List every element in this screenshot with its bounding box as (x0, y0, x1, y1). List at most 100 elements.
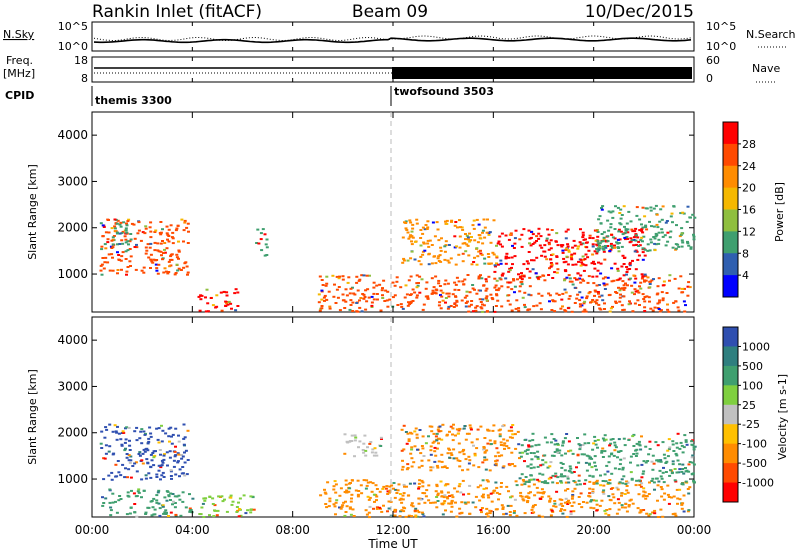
velocity-cell (163, 496, 167, 499)
power-cell (101, 235, 105, 238)
power-cell (602, 238, 606, 241)
velocity-cell (155, 427, 159, 430)
velocity-cell (549, 508, 553, 511)
velocity-cell (237, 508, 241, 510)
velocity-cell (609, 438, 613, 441)
power-cell (322, 296, 326, 299)
power-cell (537, 227, 541, 230)
power-cell (603, 276, 607, 279)
velocity-cell (674, 452, 678, 455)
power-cell (630, 239, 634, 242)
power-cell (671, 221, 674, 224)
velocity-cell (177, 440, 181, 443)
velocity-cell (508, 464, 512, 467)
velocity-cell (413, 482, 417, 485)
power-cell (658, 220, 662, 223)
power-cell (679, 233, 683, 236)
power-cell (141, 231, 145, 234)
power-cell (641, 275, 645, 278)
power-cell (122, 221, 126, 224)
velocity-cell (183, 451, 186, 454)
power-cell (116, 243, 119, 246)
velocity-cell (549, 461, 553, 464)
velocity-cell (593, 461, 597, 464)
power-cell (386, 290, 390, 293)
power-cell (593, 250, 597, 253)
x-tick-label: 20:00 (576, 523, 611, 537)
power-cell (578, 241, 582, 244)
velocity-cell (134, 495, 138, 498)
power-colorbar-swatch (723, 209, 738, 232)
power-cell (652, 236, 656, 238)
power-cell (633, 293, 636, 296)
velocity-cell (675, 454, 679, 457)
velocity-cell (404, 515, 408, 518)
velocity-colorbar-swatch (723, 443, 738, 464)
power-cell (418, 275, 422, 278)
power-cell (514, 307, 518, 310)
velocity-cell (364, 454, 368, 457)
power-cell (381, 287, 384, 290)
velocity-cell (109, 506, 113, 509)
power-cell (120, 232, 124, 235)
power-cell (573, 277, 577, 280)
velocity-cell (482, 448, 486, 451)
velocity-cell (155, 476, 159, 478)
velocity-cell (527, 492, 531, 495)
velocity-cell (400, 428, 404, 431)
velocity-cell (149, 476, 153, 479)
power-cell (493, 264, 497, 267)
velocity-cell (353, 434, 357, 437)
velocity-cell (616, 456, 619, 459)
power-cell (677, 309, 681, 312)
velocity-cell (409, 452, 413, 455)
power-cell (578, 303, 582, 306)
velocity-cell (431, 501, 435, 504)
power-cell (596, 247, 600, 250)
power-cell (641, 231, 645, 234)
power-cell (422, 241, 426, 244)
velocity-cell (157, 427, 161, 430)
power-cell (617, 247, 620, 249)
velocity-cell (128, 512, 132, 515)
power-cell (483, 262, 487, 265)
power-cell (633, 250, 637, 253)
velocity-cell (626, 481, 630, 484)
velocity-cell (571, 490, 575, 493)
power-cell (641, 247, 645, 250)
power-cell (495, 255, 499, 258)
power-cell (149, 258, 153, 261)
velocity-cell (126, 476, 129, 479)
power-cell (119, 259, 123, 262)
velocity-cell (164, 509, 168, 512)
velocity-cell (554, 472, 558, 475)
velocity-cell (566, 503, 570, 505)
power-cell (527, 229, 531, 232)
velocity-cell (518, 457, 521, 460)
velocity-cell (514, 480, 518, 483)
power-cell (687, 244, 691, 247)
velocity-cell (632, 453, 636, 455)
power-cell (686, 240, 689, 243)
power-cell (199, 294, 203, 297)
velocity-cell (444, 509, 447, 512)
velocity-cell (386, 493, 390, 495)
power-cell (472, 261, 476, 263)
velocity-cell (533, 504, 537, 506)
velocity-cell (608, 479, 612, 481)
velocity-cell (618, 463, 622, 466)
velocity-cell (627, 504, 631, 506)
power-cell (547, 243, 551, 246)
power-cell (565, 247, 568, 250)
velocity-cell (554, 439, 558, 442)
power-cell (622, 263, 626, 265)
velocity-cell (446, 491, 450, 494)
power-cell (609, 223, 613, 226)
velocity-cell (531, 439, 535, 442)
velocity-colorbar-swatch (723, 424, 738, 445)
power-cell (480, 253, 484, 256)
velocity-cell (375, 454, 379, 457)
velocity-cell (605, 509, 609, 511)
velocity-cell (660, 495, 664, 498)
velocity-cell (632, 445, 636, 447)
